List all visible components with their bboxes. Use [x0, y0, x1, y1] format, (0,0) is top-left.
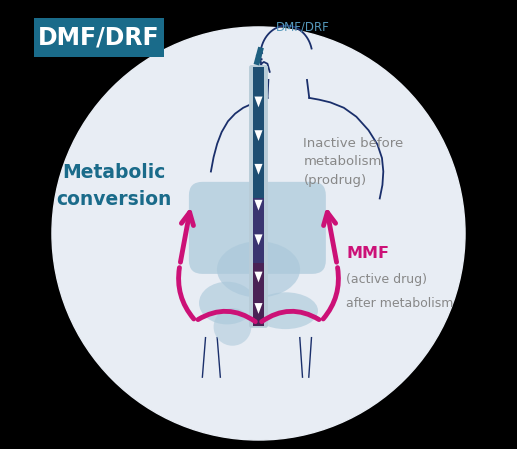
Polygon shape: [254, 97, 263, 107]
FancyArrowPatch shape: [323, 268, 339, 319]
FancyBboxPatch shape: [253, 263, 264, 326]
Circle shape: [214, 308, 251, 346]
Text: DMF/DRF: DMF/DRF: [38, 26, 160, 50]
FancyBboxPatch shape: [253, 198, 264, 269]
Text: MMF: MMF: [346, 246, 389, 261]
Text: DMF/DRF: DMF/DRF: [276, 21, 329, 34]
Polygon shape: [254, 200, 263, 211]
Ellipse shape: [253, 292, 318, 329]
FancyArrowPatch shape: [262, 311, 319, 321]
Text: conversion: conversion: [56, 190, 172, 209]
Circle shape: [52, 27, 465, 440]
Text: (active drug): (active drug): [346, 273, 427, 286]
FancyBboxPatch shape: [34, 18, 164, 57]
Polygon shape: [254, 234, 263, 245]
Polygon shape: [254, 130, 263, 141]
Ellipse shape: [217, 242, 300, 297]
Polygon shape: [254, 303, 263, 314]
FancyBboxPatch shape: [249, 65, 268, 328]
FancyBboxPatch shape: [253, 67, 264, 204]
Polygon shape: [254, 164, 263, 175]
FancyArrowPatch shape: [178, 268, 194, 319]
Text: Inactive before
metabolism
(prodrug): Inactive before metabolism (prodrug): [303, 136, 404, 187]
Text: after metabolism: after metabolism: [346, 297, 453, 309]
Polygon shape: [253, 47, 264, 66]
Polygon shape: [254, 272, 263, 282]
FancyBboxPatch shape: [189, 182, 326, 274]
FancyArrowPatch shape: [324, 212, 337, 262]
Text: Metabolic: Metabolic: [62, 163, 165, 182]
FancyArrowPatch shape: [198, 311, 255, 321]
Ellipse shape: [199, 282, 255, 324]
FancyArrowPatch shape: [180, 212, 193, 262]
